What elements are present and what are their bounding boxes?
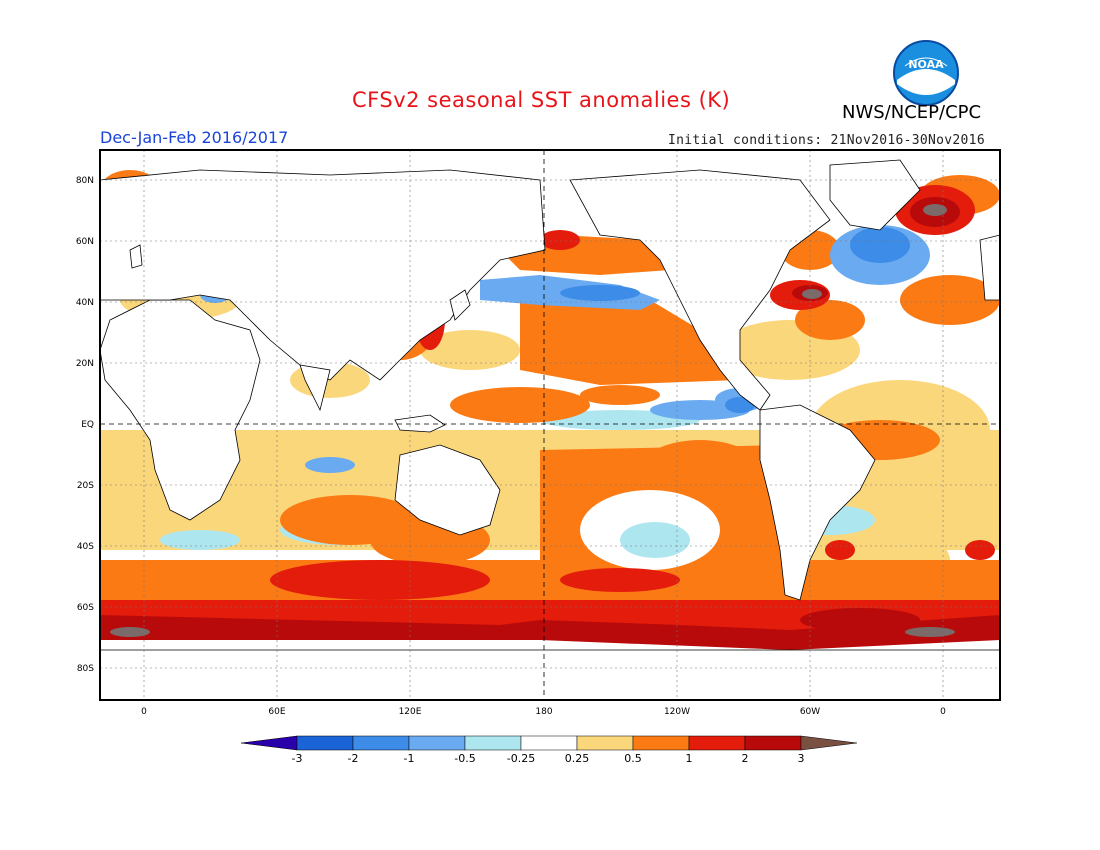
colorbar-tick: -3: [292, 752, 303, 765]
initial-conditions-label: Initial conditions: 21Nov2016-30Nov2016: [668, 133, 985, 148]
lat-label: 80S: [77, 664, 94, 674]
colorbar-swatch: [296, 735, 354, 751]
antarctica-land: [100, 649, 1000, 700]
colorbar-max-arrow: [800, 735, 858, 751]
colorbar-tick: -1: [404, 752, 415, 765]
colorbar-tick: -2: [348, 752, 359, 765]
colorbar-tick: 2: [742, 752, 749, 765]
lon-label: 120W: [664, 707, 690, 717]
longitude-axis: 0 60E 120E 180 120W 60W 0: [141, 707, 946, 717]
colorbar-tick: 1: [686, 752, 693, 765]
lon-label: 180: [535, 707, 552, 717]
lon-label: 0: [940, 707, 946, 717]
north-america-land: [569, 169, 831, 411]
graticule: [100, 150, 1000, 700]
organization-label: NWS/NCEP/CPC: [842, 102, 982, 123]
colorbar-ticks: -3 -2 -1 -0.5 -0.25 0.25 0.5 1 2 3: [292, 752, 805, 765]
colorbar-swatch: [632, 735, 690, 751]
map-frame: [99, 149, 1001, 701]
colorbar-tick: -0.5: [454, 752, 475, 765]
colorbar-swatch: [576, 735, 634, 751]
season-label: Dec-Jan-Feb 2016/2017: [100, 128, 289, 147]
latitude-axis: 80N 60N 40N 20N EQ 20S 40S 60S 80S: [76, 176, 94, 674]
colorbar-tick: -0.25: [507, 752, 535, 765]
lat-label: 40N: [76, 298, 94, 308]
lat-label: 20S: [77, 481, 94, 491]
colorbar-swatch: [408, 735, 466, 751]
chart-title: CFSv2 seasonal SST anomalies (K): [352, 88, 731, 112]
colorbar-tick: 3: [798, 752, 805, 765]
lat-label: 60N: [76, 237, 94, 247]
land-masses: [100, 159, 1000, 700]
lat-label: EQ: [81, 420, 94, 430]
equator-dateline: [100, 150, 1000, 700]
colorbar-swatch: [352, 735, 410, 751]
lat-label: 80N: [76, 176, 94, 186]
colorbar-min-arrow: [240, 735, 298, 751]
eurasia-land: [100, 169, 546, 381]
colorbar-tick: 0.5: [624, 752, 642, 765]
lat-label: 60S: [77, 603, 94, 613]
africa-land: [100, 299, 261, 521]
lon-label: 60E: [268, 707, 285, 717]
lat-label: 40S: [77, 542, 94, 552]
colorbar-swatch: [744, 735, 802, 751]
noaa-logo: NOAA: [893, 40, 959, 106]
lon-label: 60W: [800, 707, 820, 717]
logo-text: NOAA: [908, 58, 944, 71]
colorbar-swatch: [464, 735, 522, 751]
lat-label: 20N: [76, 359, 94, 369]
colorbar-swatches: [240, 735, 858, 751]
colorbar-swatch: [520, 735, 578, 751]
lon-label: 0: [141, 707, 147, 717]
colorbar-tick: 0.25: [565, 752, 590, 765]
australia-land: [394, 444, 501, 536]
lon-label: 120E: [399, 707, 422, 717]
colorbar-swatch: [688, 735, 746, 751]
